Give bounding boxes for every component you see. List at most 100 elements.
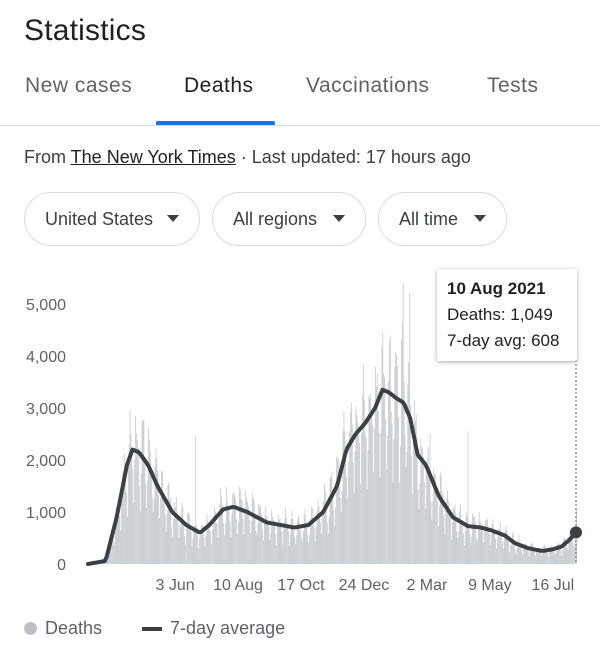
deaths-bar <box>353 493 355 564</box>
deaths-bar <box>184 536 185 564</box>
deaths-bar <box>290 518 292 564</box>
deaths-bar <box>195 436 197 564</box>
deaths-bar <box>463 533 464 564</box>
deaths-bar <box>428 467 430 564</box>
tab-new-cases[interactable]: New cases <box>25 74 133 97</box>
deaths-bar <box>488 534 490 564</box>
deaths-bar <box>554 554 556 564</box>
region-filter-label: All regions <box>233 208 318 229</box>
chevron-down-icon <box>333 215 345 222</box>
deaths-bar <box>315 527 317 564</box>
deaths-bar <box>405 467 407 564</box>
deaths-bar <box>164 514 166 564</box>
deaths-bar <box>455 513 457 564</box>
deaths-bar <box>343 410 345 564</box>
deaths-bar <box>441 491 443 564</box>
deaths-bar <box>327 533 329 564</box>
deaths-bar <box>217 537 219 564</box>
deaths-bar <box>156 457 158 564</box>
deaths-bar <box>350 412 351 564</box>
deaths-bar <box>147 480 148 564</box>
deaths-bar <box>396 354 398 564</box>
deaths-bar <box>379 477 381 564</box>
deaths-bar <box>446 498 448 564</box>
deaths-bar <box>158 495 160 564</box>
tab-vaccinations[interactable]: Vaccinations <box>306 74 430 97</box>
deaths-bar <box>328 516 330 564</box>
deaths-bar <box>354 451 356 564</box>
tab-deaths[interactable]: Deaths <box>184 74 254 97</box>
deaths-bar <box>192 538 194 564</box>
deaths-bar <box>141 421 143 564</box>
deaths-bar <box>413 436 414 564</box>
deaths-bar <box>422 448 423 564</box>
deaths-bar <box>493 529 495 564</box>
deaths-bar <box>255 530 257 564</box>
last-updated: · Last updated: 17 hours ago <box>235 147 471 167</box>
deaths-bar <box>432 501 434 564</box>
deaths-bar <box>225 486 227 564</box>
deaths-bar <box>339 497 341 564</box>
deaths-bar <box>298 515 299 564</box>
chart-legend: Deaths 7-day average <box>24 618 285 639</box>
deaths-bar <box>216 523 218 564</box>
tooltip-deaths: Deaths: 1,049 <box>447 305 553 324</box>
x-tick-label: 2 Mar <box>406 577 448 594</box>
deaths-bar <box>412 493 413 564</box>
deaths-bar <box>170 498 172 564</box>
deaths-bar <box>467 431 469 564</box>
deaths-bar <box>318 506 320 564</box>
deaths-bar <box>113 540 114 564</box>
deaths-bar <box>239 489 241 564</box>
deaths-bar <box>561 555 562 564</box>
deaths-bar <box>248 506 249 564</box>
deaths-bar <box>390 411 392 564</box>
deaths-bar <box>487 518 488 564</box>
deaths-bar <box>225 523 226 564</box>
deaths-bar <box>501 542 503 564</box>
deaths-bar <box>560 549 561 564</box>
deaths-bar <box>363 364 364 564</box>
deaths-bar <box>196 525 198 564</box>
deaths-bar <box>463 545 465 564</box>
deaths-bar <box>207 520 209 564</box>
deaths-bar <box>287 525 288 564</box>
deaths-bar <box>152 511 154 564</box>
deaths-bar <box>477 529 479 564</box>
deaths-bar <box>258 503 260 564</box>
source-link[interactable]: The New York Times <box>70 147 236 167</box>
deaths-bar <box>437 500 438 564</box>
deaths-bar <box>208 522 210 564</box>
deaths-bar <box>193 525 195 564</box>
tab-tests[interactable]: Tests <box>487 74 539 97</box>
chart-tooltip: 10 Aug 2021 Deaths: 1,049 7-day avg: 608 <box>437 269 577 361</box>
y-tick-label: 0 <box>57 557 66 574</box>
chevron-down-icon <box>167 215 179 222</box>
deaths-bar <box>372 425 373 564</box>
deaths-bar <box>548 556 549 564</box>
time-filter-chip[interactable]: All time <box>378 192 507 246</box>
deaths-bar <box>340 511 342 564</box>
country-filter-chip[interactable]: United States <box>24 192 200 246</box>
deaths-bar <box>338 468 340 564</box>
region-filter-chip[interactable]: All regions <box>212 192 366 246</box>
deaths-bar <box>307 535 309 564</box>
deaths-bar <box>313 528 315 564</box>
deaths-bar <box>149 440 150 564</box>
deaths-bar <box>393 438 395 564</box>
deaths-bar <box>124 454 125 564</box>
deaths-bar <box>410 405 411 564</box>
deaths-bar <box>355 407 357 564</box>
deaths-bar <box>116 507 118 564</box>
deaths-bar <box>542 552 544 564</box>
deaths-bar <box>439 471 441 564</box>
deaths-bar <box>234 494 235 564</box>
deaths-bar <box>534 551 536 564</box>
deaths-bar <box>130 434 132 564</box>
deaths-bar <box>344 431 346 564</box>
deaths-bar <box>532 543 534 564</box>
deaths-chart[interactable]: 0 1,000 2,000 3,000 4,000 5,000 3 Jun 10 Aug 17… <box>0 262 600 602</box>
deaths-legend-dot-icon <box>24 622 37 635</box>
deaths-bar <box>387 435 388 564</box>
deaths-bar <box>399 482 400 564</box>
